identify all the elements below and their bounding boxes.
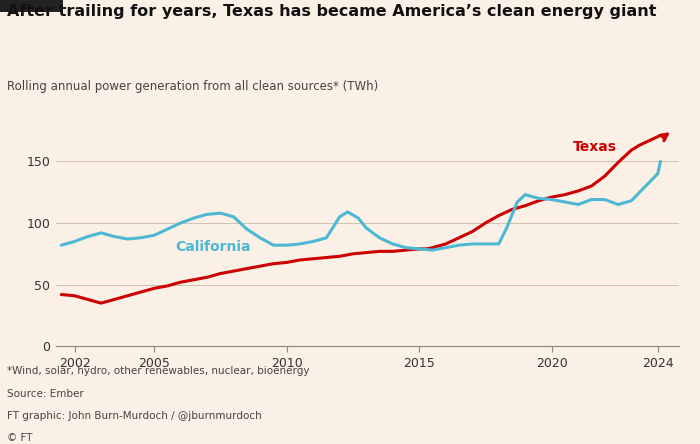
Text: Rolling annual power generation from all clean sources* (TWh): Rolling annual power generation from all… — [7, 80, 378, 93]
Text: Texas: Texas — [573, 140, 617, 155]
Text: California: California — [175, 240, 251, 254]
Text: *Wind, solar, hydro, other renewables, nuclear, bioenergy: *Wind, solar, hydro, other renewables, n… — [7, 366, 309, 377]
Text: © FT: © FT — [7, 433, 32, 443]
Text: After trailing for years, Texas has became America’s clean energy giant: After trailing for years, Texas has beca… — [7, 4, 657, 20]
Text: FT graphic: John Burn-Murdoch / @jburnmurdoch: FT graphic: John Burn-Murdoch / @jburnmu… — [7, 411, 262, 421]
Text: Source: Ember: Source: Ember — [7, 388, 84, 399]
